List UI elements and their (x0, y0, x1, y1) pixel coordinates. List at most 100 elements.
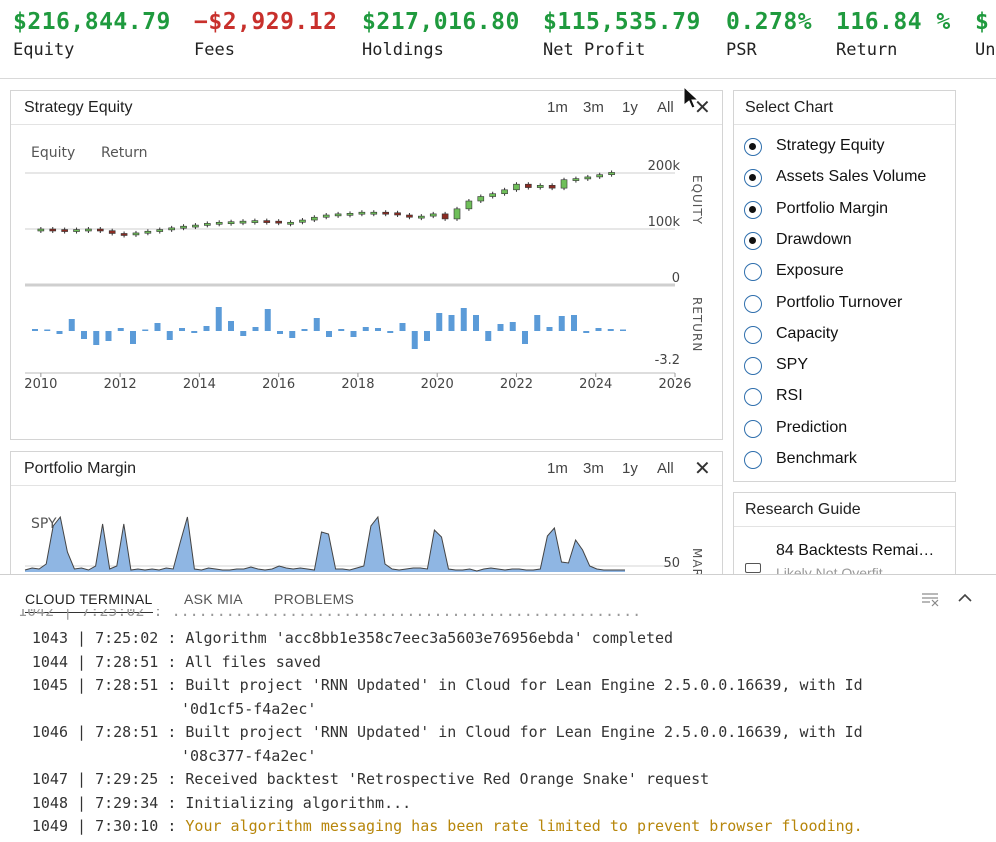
radio-button[interactable] (744, 169, 762, 188)
tab-ask-mia[interactable]: ASK MIA (184, 591, 243, 607)
equity-candle (346, 213, 354, 216)
range-1y-button[interactable]: 1y (622, 460, 638, 477)
separator: | (68, 770, 96, 788)
equity-candle (501, 189, 508, 195)
equity-candle (548, 185, 556, 189)
log-line-number: 1045 (31, 676, 68, 694)
stat-equity: $216,844.79 Equity (13, 8, 171, 60)
log-time: 7:28:51 (95, 676, 159, 694)
return-bar (68, 319, 75, 331)
chart-option-label: Drawdown (776, 230, 852, 248)
log-line: 1043 | 7:25:02 : Algorithm 'acc8bb1e358c… (0, 628, 673, 648)
range-all-button[interactable]: All (657, 460, 674, 477)
return-bar (411, 331, 418, 349)
chart-option-label: Prediction (776, 418, 848, 436)
equity-candle (299, 219, 306, 223)
range-3m-button[interactable]: 3m (583, 460, 604, 477)
return-bar (620, 329, 626, 331)
tab-problems[interactable]: PROBLEMS (274, 591, 355, 607)
panel-header: Select Chart (734, 91, 955, 125)
equity-candle (465, 200, 473, 210)
equity-candle (120, 233, 128, 236)
separator: : (158, 770, 186, 788)
separator: : (158, 817, 186, 835)
equity-candle (560, 179, 568, 189)
return-bar (81, 331, 87, 339)
portfolio-margin-chart[interactable]: SPY 50 MAR (11, 486, 722, 592)
stat-fees: −$2,929.12 Fees (194, 8, 337, 60)
radio-button[interactable] (744, 451, 762, 469)
mouse-cursor-icon (683, 86, 699, 109)
stat-value: $ (975, 9, 990, 35)
equity-candle (275, 220, 282, 224)
return-bar (191, 331, 198, 333)
portfolio-margin-panel: Portfolio Margin 1m 3m 1y All ✕ SPY 50 MAR (10, 451, 723, 593)
separator: | (68, 652, 96, 671)
chevron-up-icon[interactable] (957, 592, 973, 604)
log-message: Received backtest 'Retrospective Red Ora… (185, 770, 710, 788)
equity-candle (429, 213, 437, 217)
range-1m-button[interactable]: 1m (547, 99, 568, 116)
log-line-number: 1047 (31, 770, 68, 788)
return-bar (277, 331, 283, 334)
range-1y-button[interactable]: 1y (622, 99, 638, 116)
return-bar (436, 313, 443, 331)
range-1m-button[interactable]: 1m (547, 460, 568, 477)
return-bar (301, 329, 308, 331)
y-tick-label: 50 (663, 556, 680, 571)
log-line: 1048 | 7:29:34 : Initializing algorithm.… (0, 793, 411, 813)
return-bar (93, 331, 100, 345)
stats-bar: $216,844.79 Equity −$2,929.12 Fees $217,016.… (0, 0, 996, 79)
close-icon[interactable]: ✕ (694, 458, 711, 480)
range-3m-button[interactable]: 3m (583, 99, 604, 116)
return-bar (179, 328, 185, 331)
stat-value: $217,016.80 (362, 9, 520, 35)
strategy-equity-chart[interactable]: Equity Return 200k 100k 0 EQUITY RETURN -3.2 201… (11, 125, 722, 438)
equity-candle (239, 220, 247, 224)
equity-candle (572, 178, 580, 181)
separator: : (158, 676, 186, 694)
return-bar (595, 328, 602, 331)
return-bar (338, 329, 345, 331)
stat-value: 0.278% (726, 9, 813, 35)
radio-button[interactable] (744, 138, 762, 156)
log-message: Built project 'RNN Updated' in Cloud for… (185, 723, 863, 741)
chart-option-label: SPY (776, 356, 809, 374)
y-tick-label: 100k (648, 215, 681, 230)
research-guide-item[interactable]: 84 Backtests Remai… (776, 542, 935, 559)
stat-holdings: $217,016.80 Holdings (362, 8, 520, 60)
return-bar (105, 331, 112, 341)
separator: : (158, 652, 186, 671)
chart-option-label: Strategy Equity (776, 137, 885, 154)
panel-header: Portfolio Margin 1m 3m 1y All ✕ (11, 452, 722, 486)
radio-button[interactable] (744, 388, 762, 407)
radio-button[interactable] (744, 263, 762, 282)
x-tick-label: 2026 (658, 377, 691, 392)
log-line-number: 1043 (31, 629, 68, 647)
return-bar (362, 327, 369, 331)
return-bar (44, 329, 51, 331)
chart-option-label: RSI (776, 387, 803, 405)
equity-candle (322, 214, 330, 218)
range-all-button[interactable]: All (657, 99, 674, 116)
radio-button[interactable] (744, 419, 762, 438)
radio-dot (749, 236, 756, 244)
radio-button[interactable] (744, 294, 762, 313)
return-bar (326, 331, 332, 337)
clear-terminal-icon[interactable] (921, 591, 941, 607)
panel-header: Strategy Equity 1m 3m 1y All ✕ (11, 91, 722, 125)
equity-candle (168, 227, 175, 231)
return-bar (117, 328, 124, 331)
radio-button[interactable] (744, 325, 762, 344)
chart-option-label: Capacity (776, 324, 839, 342)
radio-button[interactable] (744, 357, 762, 376)
radio-button[interactable] (744, 200, 762, 219)
log-time: 7:25:02 (95, 629, 159, 647)
close-icon[interactable]: ✕ (694, 97, 711, 119)
stat-label: PSR (726, 40, 757, 60)
return-bar (509, 322, 516, 331)
log-time: 7:30:10 (95, 817, 159, 835)
radio-button[interactable] (744, 231, 762, 250)
tab-cloud-terminal[interactable]: CLOUD TERMINAL (25, 591, 153, 607)
return-bar (56, 331, 63, 334)
